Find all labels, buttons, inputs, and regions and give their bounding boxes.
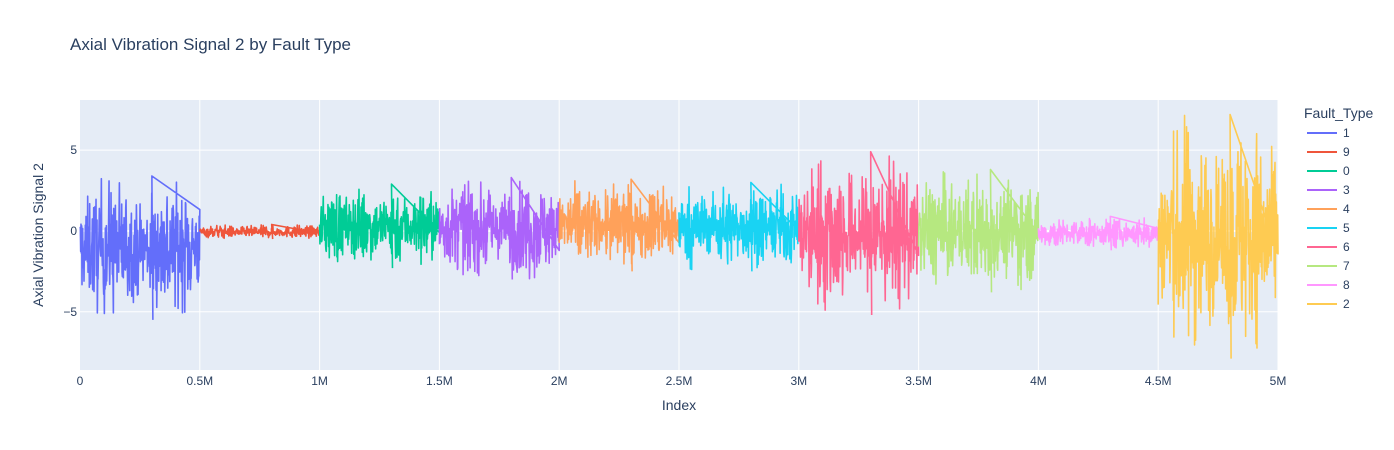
legend-label: 7 [1343,259,1350,273]
series-0-line[interactable] [318,183,441,269]
legend-item[interactable]: 7 [1307,259,1350,273]
series-2-line[interactable] [1157,113,1279,359]
series-5-line[interactable] [678,181,800,272]
legend-item[interactable]: 9 [1307,145,1350,159]
legend-label: 2 [1343,297,1350,311]
legend-label: 6 [1343,240,1350,254]
x-tick-label: 5M [1270,374,1287,388]
y-tick-label: 0 [70,224,77,238]
x-axis-ticks: 0 0.5M 1M 1.5M 2M 2.5M 3M 3.5M 4M 4.5M 5M [77,374,1287,388]
series-6-line[interactable] [798,150,920,316]
legend-item[interactable]: 1 [1307,126,1350,140]
x-tick-label: 2M [551,374,568,388]
series-8-line[interactable] [1037,215,1159,251]
x-tick-label: 1.5M [426,374,453,388]
legend-label: 1 [1343,126,1350,140]
x-tick-label: 3.5M [905,374,932,388]
x-axis-title: Index [662,397,696,413]
legend-label: 4 [1343,202,1350,216]
legend-item[interactable]: 2 [1307,297,1350,311]
series-7-line[interactable] [917,168,1040,293]
x-tick-label: 4.5M [1145,374,1172,388]
y-tick-label: 5 [70,143,77,157]
traces[interactable] [79,113,1279,359]
legend[interactable]: 1 9 0 3 4 5 6 7 8 2 [1307,126,1350,311]
legend-label: 5 [1343,221,1350,235]
series-9-line[interactable] [199,223,321,240]
x-tick-label: 4M [1030,374,1047,388]
legend-item[interactable]: 5 [1307,221,1350,235]
legend-label: 3 [1343,183,1350,197]
x-tick-label: 0.5M [186,374,213,388]
x-tick-label: 1M [311,374,328,388]
series-1-line[interactable] [79,175,201,320]
y-axis-title: Axial Vibration Signal 2 [30,163,46,307]
x-tick-label: 0 [77,374,84,388]
legend-title: Fault_Type [1304,105,1373,121]
legend-item[interactable]: 0 [1307,164,1350,178]
legend-label: 0 [1343,164,1350,178]
chart-title: Axial Vibration Signal 2 by Fault Type [70,35,351,54]
legend-item[interactable]: 6 [1307,240,1350,254]
legend-label: 8 [1343,278,1350,292]
series-4-line[interactable] [558,178,680,272]
y-axis-ticks: 5 0 −5 [63,143,77,319]
legend-label: 9 [1343,145,1350,159]
x-tick-label: 3M [790,374,807,388]
legend-item[interactable]: 3 [1307,183,1350,197]
legend-item[interactable]: 8 [1307,278,1350,292]
legend-item[interactable]: 4 [1307,202,1350,216]
y-tick-label: −5 [63,305,77,319]
x-tick-label: 2.5M [666,374,693,388]
series-3-line[interactable] [438,176,560,280]
